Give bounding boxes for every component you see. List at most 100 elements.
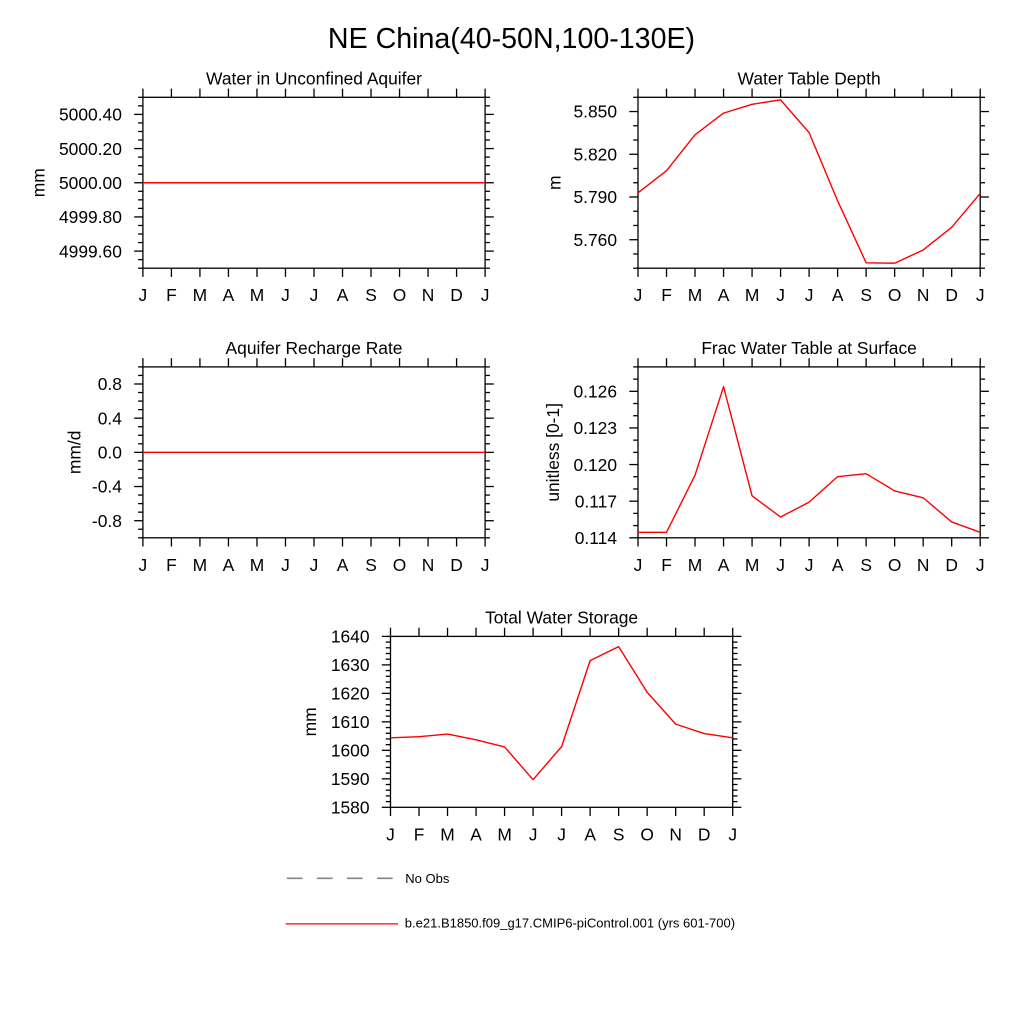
svg-text:1600: 1600 bbox=[331, 741, 370, 761]
svg-text:-0.8: -0.8 bbox=[92, 511, 122, 531]
svg-text:A: A bbox=[832, 555, 844, 575]
svg-text:Total Water Storage: Total Water Storage bbox=[485, 607, 638, 627]
svg-text:A: A bbox=[337, 285, 349, 305]
svg-text:O: O bbox=[888, 285, 902, 305]
svg-text:J: J bbox=[776, 285, 785, 305]
svg-text:F: F bbox=[661, 285, 672, 305]
svg-text:O: O bbox=[393, 285, 407, 305]
svg-text:S: S bbox=[860, 285, 872, 305]
svg-text:M: M bbox=[745, 555, 760, 575]
svg-text:5000.40: 5000.40 bbox=[59, 105, 122, 125]
svg-text:F: F bbox=[166, 285, 177, 305]
svg-text:D: D bbox=[945, 555, 958, 575]
svg-text:S: S bbox=[365, 285, 377, 305]
svg-text:J: J bbox=[976, 555, 985, 575]
svg-text:M: M bbox=[193, 555, 208, 575]
svg-text:J: J bbox=[557, 824, 566, 844]
svg-text:O: O bbox=[888, 555, 902, 575]
svg-text:b.e21.B1850.f09_g17.CMIP6-piCo: b.e21.B1850.f09_g17.CMIP6-piControl.001 … bbox=[405, 916, 735, 931]
svg-text:1610: 1610 bbox=[331, 712, 370, 732]
svg-text:J: J bbox=[776, 555, 785, 575]
svg-text:No Obs: No Obs bbox=[405, 871, 450, 886]
svg-text:5.790: 5.790 bbox=[573, 187, 617, 207]
svg-text:J: J bbox=[281, 555, 290, 575]
svg-text:-0.4: -0.4 bbox=[92, 477, 122, 497]
svg-text:Aquifer Recharge Rate: Aquifer Recharge Rate bbox=[226, 338, 403, 358]
svg-text:J: J bbox=[481, 555, 490, 575]
svg-text:Water Table Depth: Water Table Depth bbox=[738, 68, 881, 88]
svg-text:mm/d: mm/d bbox=[65, 431, 85, 474]
svg-text:J: J bbox=[310, 555, 319, 575]
svg-text:J: J bbox=[481, 285, 490, 305]
svg-text:5.850: 5.850 bbox=[573, 102, 617, 122]
svg-text:J: J bbox=[805, 555, 814, 575]
svg-text:M: M bbox=[250, 285, 265, 305]
svg-text:A: A bbox=[832, 285, 844, 305]
svg-text:M: M bbox=[688, 555, 703, 575]
svg-text:J: J bbox=[386, 824, 395, 844]
svg-text:0.126: 0.126 bbox=[573, 382, 617, 402]
svg-text:J: J bbox=[529, 824, 538, 844]
svg-text:0.117: 0.117 bbox=[575, 491, 617, 511]
svg-text:F: F bbox=[661, 555, 672, 575]
svg-text:M: M bbox=[250, 555, 265, 575]
svg-text:D: D bbox=[450, 555, 463, 575]
svg-text:J: J bbox=[281, 285, 290, 305]
svg-text:N: N bbox=[422, 555, 435, 575]
svg-text:Frac Water Table at Surface: Frac Water Table at Surface bbox=[701, 338, 917, 358]
svg-text:1620: 1620 bbox=[331, 684, 370, 704]
svg-text:O: O bbox=[640, 824, 654, 844]
svg-text:S: S bbox=[860, 555, 872, 575]
svg-text:A: A bbox=[470, 824, 482, 844]
svg-text:0.4: 0.4 bbox=[98, 408, 123, 428]
svg-text:A: A bbox=[337, 555, 349, 575]
svg-text:D: D bbox=[698, 824, 711, 844]
svg-text:N: N bbox=[669, 824, 682, 844]
svg-text:D: D bbox=[945, 285, 958, 305]
svg-text:A: A bbox=[223, 555, 235, 575]
svg-text:J: J bbox=[139, 285, 148, 305]
svg-text:mm: mm bbox=[300, 707, 320, 736]
svg-text:J: J bbox=[976, 285, 985, 305]
svg-text:F: F bbox=[414, 824, 425, 844]
svg-text:unitless [0-1]: unitless [0-1] bbox=[543, 403, 563, 502]
svg-text:M: M bbox=[497, 824, 512, 844]
svg-text:5.760: 5.760 bbox=[573, 230, 617, 250]
svg-text:0.8: 0.8 bbox=[98, 374, 122, 394]
svg-text:N: N bbox=[917, 285, 930, 305]
svg-text:J: J bbox=[634, 555, 643, 575]
svg-text:O: O bbox=[393, 555, 407, 575]
svg-text:M: M bbox=[440, 824, 455, 844]
svg-text:S: S bbox=[613, 824, 625, 844]
svg-text:4999.60: 4999.60 bbox=[59, 241, 122, 261]
svg-text:NE China(40-50N,100-130E): NE China(40-50N,100-130E) bbox=[328, 23, 695, 55]
svg-text:N: N bbox=[917, 555, 930, 575]
svg-text:D: D bbox=[450, 285, 463, 305]
svg-text:S: S bbox=[365, 555, 377, 575]
svg-text:mm: mm bbox=[29, 168, 49, 197]
svg-text:A: A bbox=[718, 555, 730, 575]
svg-text:N: N bbox=[422, 285, 435, 305]
svg-text:5000.20: 5000.20 bbox=[59, 139, 122, 159]
svg-text:0.123: 0.123 bbox=[573, 418, 617, 438]
svg-text:A: A bbox=[584, 824, 596, 844]
svg-text:M: M bbox=[688, 285, 703, 305]
svg-text:A: A bbox=[223, 285, 235, 305]
svg-text:J: J bbox=[728, 824, 737, 844]
svg-text:A: A bbox=[718, 285, 730, 305]
svg-text:J: J bbox=[139, 555, 148, 575]
svg-text:1630: 1630 bbox=[331, 655, 370, 675]
svg-text:J: J bbox=[634, 285, 643, 305]
svg-text:1580: 1580 bbox=[331, 798, 370, 818]
svg-text:4999.80: 4999.80 bbox=[59, 207, 122, 227]
svg-text:5000.00: 5000.00 bbox=[59, 173, 122, 193]
svg-text:0.114: 0.114 bbox=[575, 528, 618, 548]
svg-text:5.820: 5.820 bbox=[573, 144, 617, 164]
svg-text:1640: 1640 bbox=[331, 627, 370, 647]
svg-text:1590: 1590 bbox=[331, 769, 370, 789]
svg-text:J: J bbox=[805, 285, 814, 305]
svg-text:m: m bbox=[545, 176, 565, 191]
svg-text:M: M bbox=[745, 285, 760, 305]
svg-text:0.0: 0.0 bbox=[98, 443, 122, 463]
svg-text:0.120: 0.120 bbox=[573, 455, 617, 475]
